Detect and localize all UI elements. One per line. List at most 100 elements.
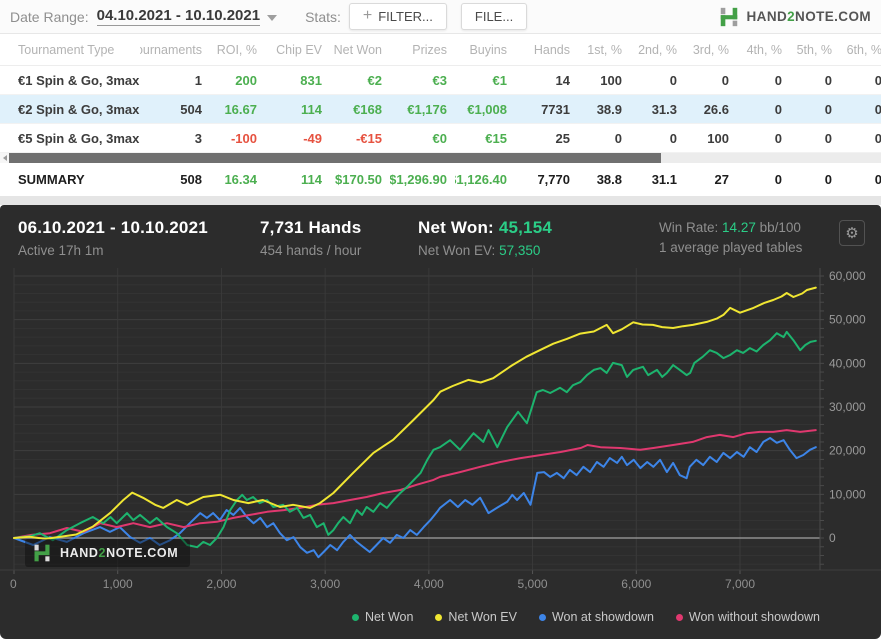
hand2note-logo-icon (34, 544, 50, 562)
chart-settings-button[interactable]: ⚙ (839, 220, 865, 246)
svg-text:1,000: 1,000 (103, 577, 133, 591)
column-header[interactable]: Hands (533, 42, 570, 57)
series-won-without-showdown (13, 429, 817, 539)
table-cell: 0 (669, 130, 677, 146)
plus-icon: + (362, 6, 373, 24)
chart-watermark: HAND2NOTE.COM (25, 539, 191, 567)
session-active-time: Active 17h 1m (18, 243, 104, 258)
watermark-text: HAND2NOTE.COM (60, 546, 179, 560)
filter-button[interactable]: + FILTER... (348, 3, 447, 30)
column-header[interactable]: Buyins (469, 42, 507, 57)
table-cell: 25 (555, 130, 570, 146)
table-cell: 0 (721, 72, 729, 88)
summary-cell: 0 (774, 172, 782, 187)
table-row[interactable]: €2 Spin & Go, 3max 504 16.67 114 €168 €1,176 €… (0, 95, 881, 124)
legend-label: Won at showdown (551, 610, 654, 624)
table-cell: 0 (669, 72, 677, 88)
summary-row: SUMMARY 508 16.34 114 $170.50 $1,296.90 $1,126… (0, 163, 881, 196)
legend-item[interactable]: Won at showdown (538, 610, 654, 624)
file-button-label: FILE... (474, 9, 514, 24)
table-cell: 0 (874, 130, 881, 146)
column-header[interactable]: Tournaments (140, 42, 202, 57)
session-hands-per-hour: 454 hands / hour (260, 243, 362, 258)
table-cell: 1 (194, 72, 202, 88)
table-row[interactable]: €5 Spin & Go, 3max 3 -100 -49 -€15 €0 €15 25 0 0 1… (0, 124, 881, 153)
summary-cell: 31.1 (651, 172, 677, 187)
table-cell: 200 (235, 72, 257, 88)
table-cell: 7731 (541, 101, 570, 117)
column-header[interactable]: ROI, % (216, 42, 257, 57)
scroll-left-button[interactable] (0, 153, 9, 163)
date-range-selector[interactable]: 04.10.2021 - 10.10.2021 (96, 7, 278, 26)
session-networn-block: Net Won: 45,154 Net Won EV: 57,350 (418, 218, 629, 258)
table-cell: €0 (432, 130, 447, 146)
column-header[interactable]: 3rd, % (692, 42, 729, 57)
svg-text:0: 0 (10, 577, 17, 591)
legend-item[interactable]: Net Won EV (435, 610, 517, 624)
svg-text:30,000: 30,000 (829, 400, 866, 414)
table-cell: €2 Spin & Go, 3max (18, 101, 140, 117)
table-cell: €1 Spin & Go, 3max (18, 72, 140, 88)
table-row[interactable]: €1 Spin & Go, 3max 1 200 831 €2 €3 €1 14 100 0 0 0 0… (0, 66, 881, 95)
column-header[interactable]: 5th, % (796, 42, 832, 57)
legend-dot (435, 613, 443, 621)
legend-dot (352, 613, 360, 621)
table-body: €1 Spin & Go, 3max 1 200 831 €2 €3 €1 14 100 0 0 0 0… (0, 66, 881, 153)
svg-text:60,000: 60,000 (829, 269, 866, 283)
table-cell: 504 (180, 101, 202, 117)
toolbar: Date Range: 04.10.2021 - 10.10.2021 Stat… (0, 0, 881, 34)
legend-dot (675, 613, 683, 621)
table-cell: €1,176 (407, 101, 447, 117)
table-cell: 26.6 (703, 101, 729, 117)
chart-legend: Net Won Net Won EV Won at showdown Won with… (352, 610, 820, 624)
column-header[interactable]: 4th, % (746, 42, 782, 57)
summary-cell: SUMMARY (18, 172, 85, 187)
table-cell: 31.3 (651, 101, 677, 117)
net-won-ev-label: Net Won EV: (418, 243, 496, 258)
svg-text:10,000: 10,000 (829, 487, 866, 501)
table-cell: €1,008 (467, 101, 507, 117)
column-header[interactable]: Prizes (412, 42, 447, 57)
results-table: Tournament Type Tournaments ROI, % Chip EV N… (0, 34, 881, 153)
table-cell: 0 (774, 130, 782, 146)
win-rate-label: Win Rate: (659, 220, 719, 235)
scrollbar-thumb[interactable] (9, 153, 661, 163)
legend-label: Net Won EV (448, 610, 517, 624)
net-won-label: Net Won: (418, 218, 494, 237)
legend-label: Net Won (365, 610, 414, 624)
svg-text:2,000: 2,000 (206, 577, 236, 591)
date-range-value[interactable]: 04.10.2021 - 10.10.2021 (96, 7, 261, 26)
table-cell: -49 (303, 130, 322, 146)
table-cell: €15 (485, 130, 507, 146)
net-won-value: 45,154 (498, 218, 553, 237)
column-header[interactable]: 1st, % (587, 42, 622, 57)
series-net-won-ev (13, 286, 817, 540)
svg-text:3,000: 3,000 (310, 577, 340, 591)
series-net-won (13, 330, 817, 549)
column-header[interactable]: Net Won (333, 42, 382, 57)
summary-cell: $1,296.90 (390, 172, 447, 187)
file-button[interactable]: FILE... (460, 3, 528, 30)
session-date-block: 06.10.2021 - 10.10.2021 Active 17h 1m (18, 218, 230, 258)
gear-icon: ⚙ (845, 225, 859, 242)
summary-cell: 7,770 (537, 172, 570, 187)
win-rate-unit: bb/100 (759, 220, 801, 235)
svg-text:7,000: 7,000 (725, 577, 755, 591)
horizontal-scrollbar[interactable] (0, 153, 881, 163)
table-cell: 0 (874, 72, 881, 88)
table-cell: 0 (774, 72, 782, 88)
column-header[interactable]: 2nd, % (638, 42, 677, 57)
session-winrate-block: Win Rate: 14.27 bb/100 1 average played … (659, 218, 829, 258)
legend-item[interactable]: Won without showdown (675, 610, 820, 624)
column-header[interactable]: Tournament Type (18, 42, 115, 57)
table-cell: 100 (600, 72, 622, 88)
chevron-down-icon (267, 14, 278, 21)
column-header[interactable]: Chip EV (276, 42, 322, 57)
svg-text:50,000: 50,000 (829, 313, 866, 327)
svg-text:40,000: 40,000 (829, 356, 866, 370)
hand2note-logo-icon (720, 7, 737, 26)
legend-item[interactable]: Net Won (352, 610, 413, 624)
table-cell: 14 (555, 72, 570, 88)
column-header[interactable]: 6th, % (846, 42, 881, 57)
summary-cell: 0 (824, 172, 832, 187)
